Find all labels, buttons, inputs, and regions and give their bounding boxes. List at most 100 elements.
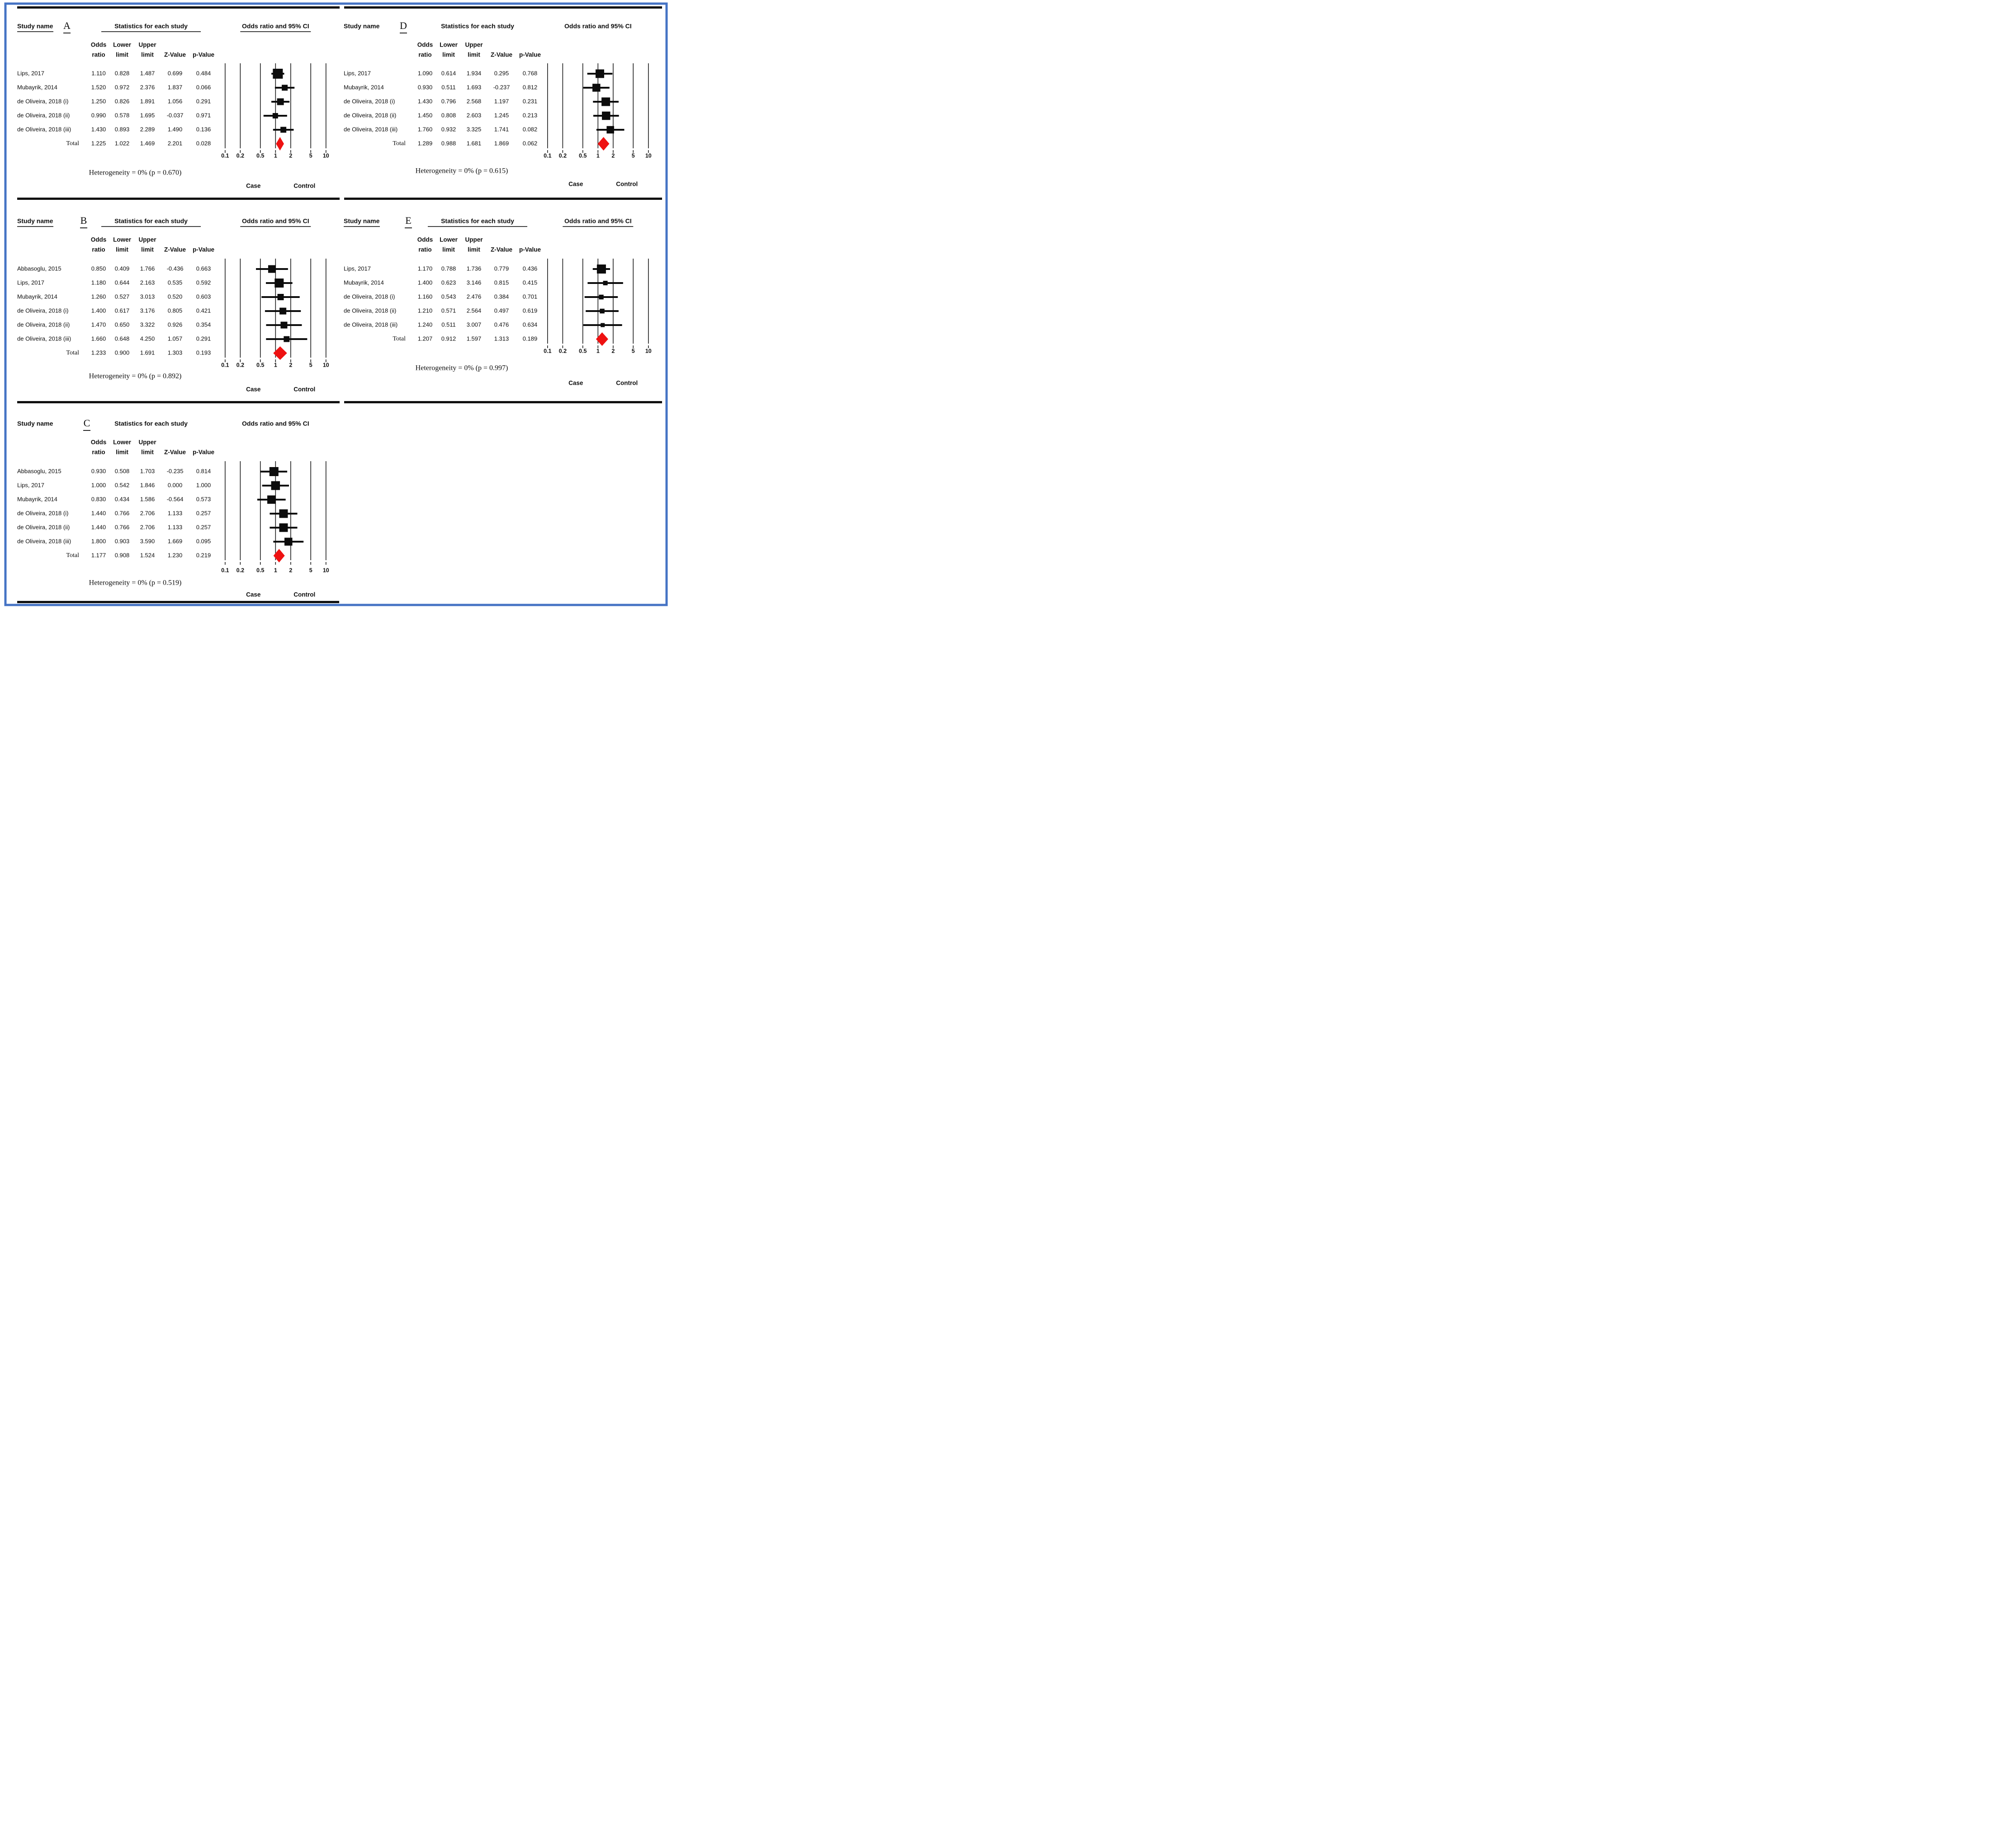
grid-line xyxy=(260,63,261,148)
study-name-text: de Oliveira, 2018 (iii) xyxy=(17,335,71,342)
axis-tick xyxy=(310,359,312,362)
axis-tick xyxy=(633,150,634,153)
column-header: p-Value xyxy=(519,246,541,253)
axis-tick xyxy=(547,345,548,348)
z-value: 1.669 xyxy=(168,538,183,544)
plot-header: Odds ratio and 95% CI xyxy=(242,420,309,427)
z-value: 1.741 xyxy=(494,126,509,132)
z-value: 0.699 xyxy=(168,70,183,76)
ci-square-marker xyxy=(592,84,601,92)
axis-tick xyxy=(290,359,291,362)
axis-tick xyxy=(547,150,548,153)
total-z-value: 1.869 xyxy=(494,140,509,146)
column-header: Z-Value xyxy=(491,246,513,253)
axis-tick xyxy=(260,562,261,565)
total-z-value: 1.313 xyxy=(494,335,509,342)
odds-ratio-value: 1.800 xyxy=(91,538,106,544)
column-header: p-Value xyxy=(193,449,215,456)
lower-limit-value: 0.543 xyxy=(441,293,456,300)
plot-header: Odds ratio and 95% CI xyxy=(564,23,632,30)
upper-limit-value: 3.146 xyxy=(467,279,482,286)
odds-ratio-value: 1.000 xyxy=(91,482,106,488)
lower-limit-value: 0.893 xyxy=(115,126,130,132)
p-value: 0.136 xyxy=(196,126,211,132)
grid-line xyxy=(597,63,599,148)
lower-limit-value: 0.766 xyxy=(115,510,130,516)
grid-line xyxy=(260,259,261,358)
lower-limit-value: 0.766 xyxy=(115,524,130,530)
odds-ratio-value: 1.250 xyxy=(91,98,106,104)
axis-tick xyxy=(240,150,241,153)
p-value: 0.082 xyxy=(523,126,538,132)
study-name-text: de Oliveira, 2018 (i) xyxy=(17,98,68,104)
case-label: Case xyxy=(568,380,583,387)
ci-square-marker xyxy=(279,523,288,532)
column-header: Lower xyxy=(440,42,458,48)
panel-label: D xyxy=(400,20,407,31)
grid-line xyxy=(240,461,241,560)
p-value: 0.619 xyxy=(523,307,538,314)
study-name-header-underline xyxy=(17,31,53,32)
case-label: Case xyxy=(246,183,261,189)
axis-tick-label: 0.2 xyxy=(237,152,244,159)
lower-limit-value: 0.972 xyxy=(115,84,130,90)
lower-limit-value: 0.434 xyxy=(115,496,130,502)
grid-line xyxy=(225,461,226,560)
statistics-header: Statistics for each study xyxy=(441,217,514,225)
column-header: p-Value xyxy=(519,52,541,58)
ci-square-marker xyxy=(606,126,614,134)
axis-tick xyxy=(240,359,241,362)
lower-limit-value: 0.788 xyxy=(441,265,456,272)
case-label: Case xyxy=(246,591,261,598)
study-name-text: de Oliveira, 2018 (iii) xyxy=(344,321,398,328)
ci-square-marker xyxy=(595,69,604,78)
panel-label: C xyxy=(84,417,90,429)
study-name-text: Mubayrik, 2014 xyxy=(17,496,57,502)
z-value: -0.436 xyxy=(167,265,184,272)
total-label: Total xyxy=(66,552,79,559)
page-background xyxy=(0,0,672,609)
total-p-value: 0.193 xyxy=(196,349,211,356)
grid-line xyxy=(547,63,548,148)
grid-line xyxy=(225,259,226,358)
study-name-text: de Oliveira, 2018 (ii) xyxy=(17,112,70,118)
ci-square-marker xyxy=(272,113,278,118)
odds-ratio-value: 1.400 xyxy=(91,307,106,314)
lower-limit-value: 0.932 xyxy=(441,126,456,132)
total-upper-limit-value: 1.691 xyxy=(140,349,155,356)
odds-ratio-value: 1.110 xyxy=(91,70,106,76)
p-value: 0.603 xyxy=(196,293,211,300)
study-name-text: Mubayrik, 2014 xyxy=(344,279,384,286)
total-odds-ratio-value: 1.225 xyxy=(91,140,106,146)
z-value: 0.805 xyxy=(168,307,183,314)
panel-label: E xyxy=(405,215,411,226)
grid-line xyxy=(326,63,327,148)
statistics-header: Statistics for each study xyxy=(441,23,514,30)
axis-tick-label: 0.1 xyxy=(221,152,229,159)
column-header: Z-Value xyxy=(491,52,513,58)
total-diamond xyxy=(597,137,610,151)
control-label: Control xyxy=(293,183,315,189)
lower-limit-value: 0.571 xyxy=(441,307,456,314)
axis-tick xyxy=(260,359,261,362)
ci-square-marker xyxy=(268,265,276,273)
total-z-value: 2.201 xyxy=(168,140,183,146)
upper-limit-value: 3.007 xyxy=(467,321,482,328)
upper-limit-value: 2.376 xyxy=(140,84,155,90)
top-rule-right xyxy=(344,6,662,9)
axis-tick-label: 0.5 xyxy=(579,348,587,354)
study-name-text: de Oliveira, 2018 (ii) xyxy=(344,307,396,314)
odds-ratio-value: 1.660 xyxy=(91,335,106,342)
z-value: -0.235 xyxy=(167,468,184,474)
column-header: ratio xyxy=(418,246,431,253)
upper-limit-value: 2.476 xyxy=(467,293,482,300)
lower-limit-value: 0.614 xyxy=(441,70,456,76)
column-header: Z-Value xyxy=(164,52,186,58)
ci-square-marker xyxy=(603,281,608,285)
axis-tick xyxy=(290,150,291,153)
odds-ratio-value: 1.440 xyxy=(91,524,106,530)
lower-limit-value: 0.826 xyxy=(115,98,130,104)
axis-tick-label: 10 xyxy=(323,152,329,159)
divider-rule-right xyxy=(344,198,662,200)
axis-tick-label: 0.2 xyxy=(559,152,567,159)
